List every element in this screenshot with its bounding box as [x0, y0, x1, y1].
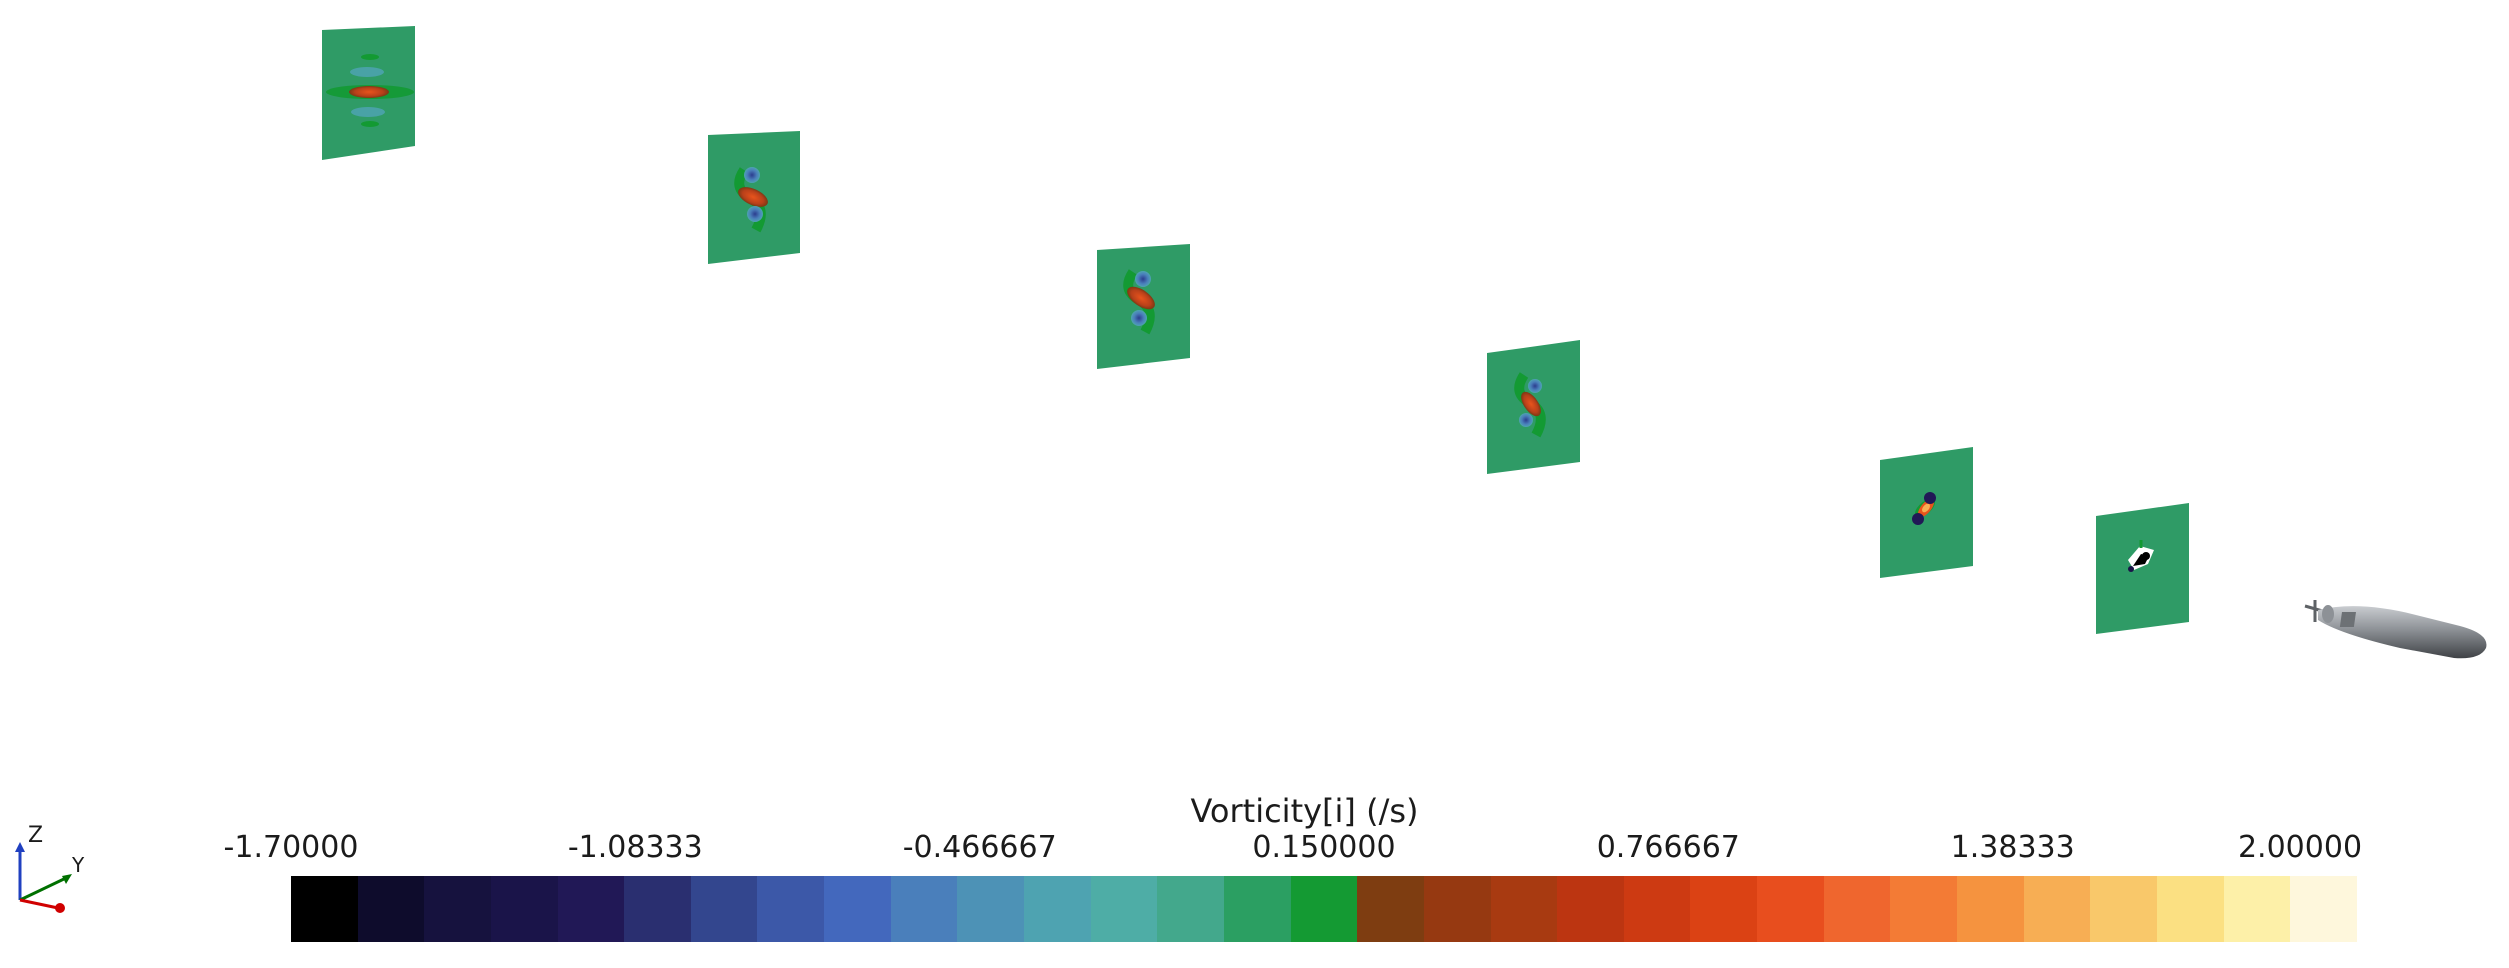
color-bar-segment: [1223, 876, 1291, 942]
color-bar-segment: [1290, 876, 1358, 942]
vorticity-plane-2: [708, 131, 800, 264]
color-bar-segment: [1623, 876, 1691, 942]
color-bar-segment: [1090, 876, 1158, 942]
legend-tick-labels: -1.70000 -1.08333 -0.466667 0.150000 0.7…: [0, 830, 2509, 870]
color-bar-segment: [1823, 876, 1891, 942]
color-bar-segment: [424, 876, 491, 942]
color-bar-segment: [1423, 876, 1491, 942]
color-bar-segment: [1757, 876, 1824, 942]
color-bar: [291, 876, 2357, 942]
color-bar-segment: [1957, 876, 2024, 942]
submarine-model: [2304, 600, 2487, 659]
color-bar-segment: [2223, 876, 2291, 942]
y-axis-icon: [19, 874, 72, 902]
x-axis-icon: [19, 898, 65, 913]
color-bar-segment: [291, 876, 358, 942]
vorticity-plane-5: [1880, 447, 1973, 578]
tick-label-5: 1.38333: [1950, 830, 2075, 865]
z-axis-icon: [15, 842, 25, 900]
color-bar-segment: [890, 876, 958, 942]
legend-title: Vorticity[i] (/s): [1190, 792, 1419, 830]
color-bar-segment: [1490, 876, 1558, 942]
color-bar-segment: [490, 876, 558, 942]
tick-label-3: 0.150000: [1252, 830, 1396, 865]
vorticity-plane-6: [2096, 503, 2189, 634]
color-bar-segment: [2290, 876, 2357, 942]
3d-viewport[interactable]: [0, 0, 2509, 760]
z-axis-label: Z: [28, 823, 43, 848]
y-axis-label: Y: [71, 853, 85, 877]
color-bar-segment: [2090, 876, 2157, 942]
color-bar-segment: [1890, 876, 1958, 942]
color-bar-segment: [1557, 876, 1624, 942]
tick-label-2: -0.466667: [902, 830, 1057, 865]
color-bar-segment: [2156, 876, 2224, 942]
vorticity-plane-3: [1097, 244, 1190, 369]
vorticity-plane-4: [1487, 340, 1580, 474]
vorticity-plane-1: [322, 26, 415, 160]
tick-label-0: -1.70000: [223, 830, 359, 865]
color-bar-segment: [1690, 876, 1758, 942]
tick-label-4: 0.766667: [1596, 830, 1740, 865]
color-bar-segment: [557, 876, 625, 942]
color-bar-segment: [690, 876, 758, 942]
color-bar-segment: [957, 876, 1025, 942]
color-bar-segment: [357, 876, 425, 942]
color-bar-segment: [1157, 876, 1224, 942]
color-bar-segment: [2023, 876, 2091, 942]
color-bar-segment: [824, 876, 891, 942]
color-bar-segment: [624, 876, 691, 942]
tick-label-1: -1.08333: [567, 830, 703, 865]
axes-triad: Z Y: [15, 823, 85, 913]
color-bar-segment: [757, 876, 825, 942]
tick-label-6: 2.00000: [2237, 830, 2363, 865]
color-bar-segment: [1024, 876, 1091, 942]
color-bar-segment: [1357, 876, 1424, 942]
